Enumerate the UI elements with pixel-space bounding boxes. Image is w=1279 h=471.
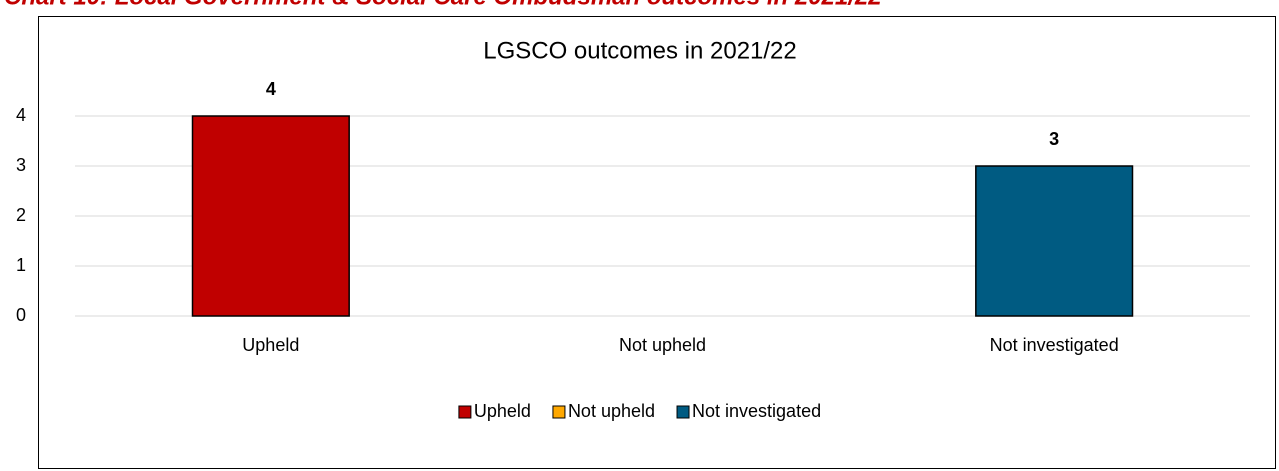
legend-swatch [676,405,690,419]
y-tick-label: 4 [16,105,26,125]
y-tick-label: 2 [16,205,26,225]
x-tick-label: Not upheld [619,335,706,355]
legend-label: Not investigated [692,401,821,421]
legend-swatch [458,405,472,419]
legend-label: Upheld [474,401,531,421]
legend-label: Not upheld [568,401,655,421]
chart-heading: Chart 10: Local Government & Social Care… [4,0,882,10]
data-label: 3 [1049,129,1059,149]
data-label: 4 [266,79,276,99]
bar [191,115,350,317]
legend-swatch [552,405,566,419]
y-tick-label: 0 [16,305,26,325]
chart-title: LGSCO outcomes in 2021/22 [483,37,797,64]
bar [975,165,1134,317]
y-tick-label: 3 [16,155,26,175]
x-tick-label: Not investigated [990,335,1119,355]
y-tick-label: 1 [16,255,26,275]
x-tick-label: Upheld [242,335,299,355]
